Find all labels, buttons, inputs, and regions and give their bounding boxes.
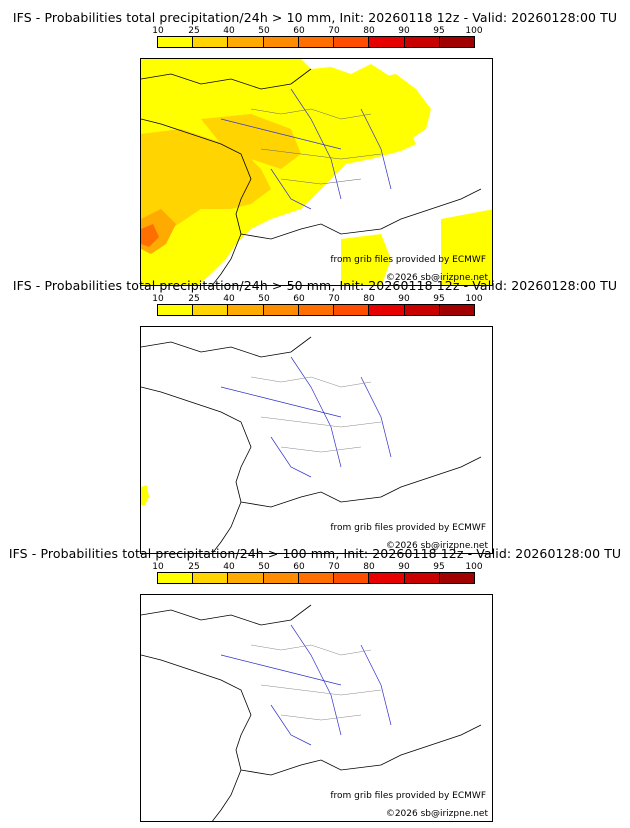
colorbar-swatch <box>263 573 299 583</box>
colorbar-swatch <box>193 305 229 315</box>
precip-area-red <box>141 224 159 247</box>
colorbar-swatch <box>369 305 405 315</box>
tick-label: 100 <box>465 294 483 304</box>
map-svg <box>141 604 482 821</box>
tick-label: 40 <box>223 26 235 36</box>
precip-area-yellow-corsica <box>341 234 391 285</box>
colorbar <box>157 304 475 316</box>
colorbar-swatch <box>228 305 264 315</box>
credit-copyright: ©2026 sb@irizpne.net <box>385 541 488 551</box>
tick-label: 80 <box>363 562 375 572</box>
colorbar <box>157 36 475 48</box>
tick-label: 70 <box>328 294 340 304</box>
tick-label: 50 <box>258 562 270 572</box>
tick-label: 40 <box>223 562 235 572</box>
colorbar-swatch <box>263 37 299 47</box>
tick-label: 95 <box>433 26 445 36</box>
tick-label: 70 <box>328 562 340 572</box>
colorbar-swatch <box>298 305 335 315</box>
tick-label: 50 <box>258 26 270 36</box>
colorbar-swatch <box>263 305 299 315</box>
precip-area-yellow-east <box>371 74 431 139</box>
tick-label: 10 <box>152 26 164 36</box>
tick-label: 90 <box>398 562 410 572</box>
tick-label: 25 <box>188 562 200 572</box>
colorbar-swatch <box>298 37 335 47</box>
tick-label: 25 <box>188 26 200 36</box>
colorbar-tick-labels: 10 25 40 50 60 70 80 90 95 100 <box>150 562 490 574</box>
panel-title: IFS - Probabilities total precipitation/… <box>12 10 618 25</box>
tick-label: 80 <box>363 294 375 304</box>
tick-label: 95 <box>433 294 445 304</box>
map-svg <box>141 59 492 285</box>
coastline <box>141 604 482 821</box>
colorbar-swatch <box>334 573 370 583</box>
colorbar-swatch <box>369 573 405 583</box>
colorbar-swatch <box>193 37 229 47</box>
colorbar-swatch <box>439 573 474 583</box>
precipitation-map: from grib files provided by ECMWF ©2026 … <box>140 326 493 554</box>
river-lines <box>220 88 392 210</box>
colorbar-swatch <box>158 573 194 583</box>
tick-label: 100 <box>465 562 483 572</box>
coastline <box>141 336 482 553</box>
tick-label: 10 <box>152 294 164 304</box>
precipitation-map: from grib files provided by ECMWF ©2026 … <box>140 58 493 286</box>
tick-label: 60 <box>293 26 305 36</box>
tick-label: 50 <box>258 294 270 304</box>
tick-label: 10 <box>152 562 164 572</box>
colorbar-swatch <box>334 305 370 315</box>
precip-area-yellow-italy <box>441 209 492 285</box>
river-lines <box>220 356 392 478</box>
tick-label: 95 <box>433 562 445 572</box>
border-lines <box>250 376 382 453</box>
colorbar-swatch <box>439 37 474 47</box>
credit-source: from grib files provided by ECMWF <box>330 255 486 265</box>
colorbar-swatch <box>404 305 440 315</box>
tick-label: 100 <box>465 26 483 36</box>
map-panel-50mm: IFS - Probabilities total precipitation/… <box>0 278 630 554</box>
river-lines <box>220 624 392 746</box>
tick-label: 90 <box>398 294 410 304</box>
colorbar-swatch <box>298 573 335 583</box>
credit-copyright: ©2026 sb@irizpne.net <box>385 273 488 283</box>
tick-label: 60 <box>293 294 305 304</box>
colorbar-swatch <box>158 37 194 47</box>
colorbar-swatch <box>228 573 264 583</box>
colorbar-swatch <box>404 37 440 47</box>
colorbar-swatch <box>228 37 264 47</box>
map-panel-10mm: IFS - Probabilities total precipitation/… <box>0 10 630 286</box>
tick-label: 40 <box>223 294 235 304</box>
colorbar <box>157 572 475 584</box>
map-svg <box>141 336 482 553</box>
credit-source: from grib files provided by ECMWF <box>330 791 486 801</box>
colorbar-tick-labels: 10 25 40 50 60 70 80 90 95 100 <box>150 26 490 38</box>
map-panel-100mm: IFS - Probabilities total precipitation/… <box>0 546 630 822</box>
tick-label: 80 <box>363 26 375 36</box>
border-lines <box>250 644 382 721</box>
precip-area-orange <box>141 129 271 229</box>
tick-label: 70 <box>328 26 340 36</box>
colorbar-swatch <box>334 37 370 47</box>
credit-source: from grib files provided by ECMWF <box>330 523 486 533</box>
precipitation-map: from grib files provided by ECMWF ©2026 … <box>140 594 493 822</box>
coastline <box>141 68 482 285</box>
colorbar-swatch <box>158 305 194 315</box>
precip-area-yellow <box>141 485 149 505</box>
colorbar-swatch <box>439 305 474 315</box>
colorbar-swatch <box>404 573 440 583</box>
colorbar-swatch <box>369 37 405 47</box>
tick-label: 25 <box>188 294 200 304</box>
colorbar-swatch <box>193 573 229 583</box>
colorbar-tick-labels: 10 25 40 50 60 70 80 90 95 100 <box>150 294 490 306</box>
panel-title: IFS - Probabilities total precipitation/… <box>12 278 618 293</box>
tick-label: 90 <box>398 26 410 36</box>
panel-title: IFS - Probabilities total precipitation/… <box>8 546 622 561</box>
precip-area-orange-north <box>201 114 301 169</box>
precip-area-yellow <box>141 59 416 285</box>
credit-copyright: ©2026 sb@irizpne.net <box>385 809 488 819</box>
border-lines <box>250 108 382 185</box>
tick-label: 60 <box>293 562 305 572</box>
